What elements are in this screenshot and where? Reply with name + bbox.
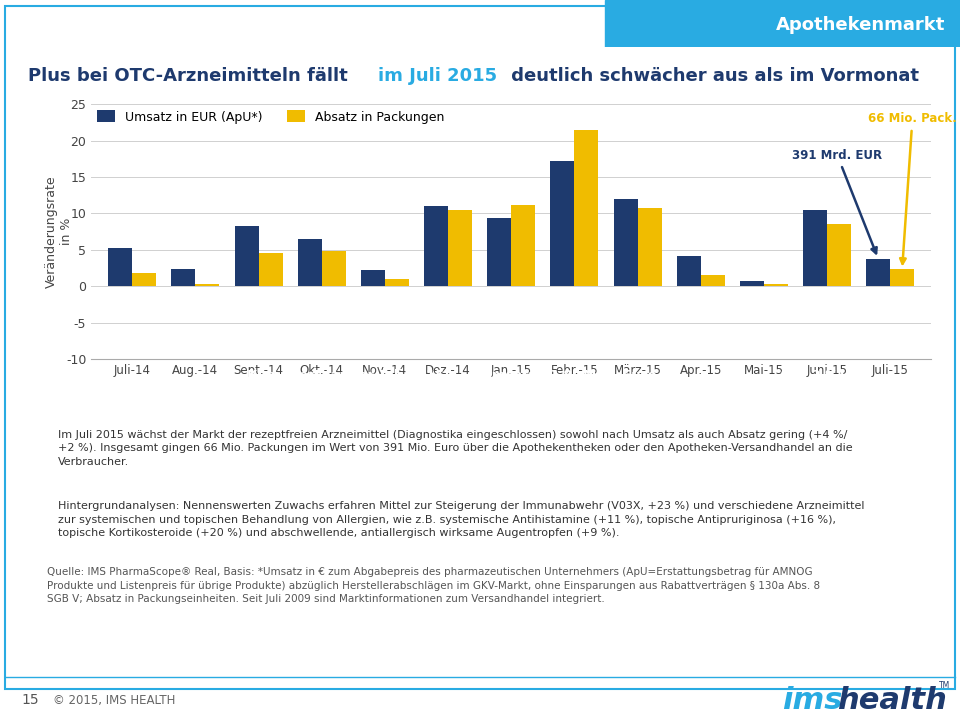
Bar: [487, 218, 511, 286]
Text: Absatz: Absatz: [482, 395, 533, 408]
Bar: [424, 206, 448, 286]
Text: TM: TM: [939, 681, 950, 690]
Text: Plus bei OTC-Arzneimitteln fällt: Plus bei OTC-Arzneimitteln fällt: [29, 67, 354, 85]
Bar: [574, 129, 598, 286]
Bar: [172, 269, 196, 286]
Text: 15: 15: [21, 694, 38, 707]
Text: © 2015, IMS HEALTH: © 2015, IMS HEALTH: [53, 694, 175, 707]
Bar: [196, 284, 220, 286]
Bar: [511, 205, 535, 286]
Bar: [322, 251, 346, 286]
Legend: Umsatz in EUR (ApU*), Absatz in Packungen: Umsatz in EUR (ApU*), Absatz in Packunge…: [98, 111, 444, 123]
Bar: [637, 208, 661, 286]
Bar: [550, 161, 574, 286]
Text: 496: 496: [549, 395, 577, 408]
Bar: [234, 225, 258, 286]
Bar: [361, 270, 385, 286]
Text: deutlich schwächer aus als im Vormonat: deutlich schwächer aus als im Vormonat: [505, 67, 920, 85]
Y-axis label: Veränderungsrate
in %: Veränderungsrate in %: [45, 175, 73, 288]
Text: Im Juli 2015 wächst der Markt der rezeptfreien Arzneimittel (Diagnostika eingesc: Im Juli 2015 wächst der Markt der rezept…: [58, 430, 852, 467]
Bar: [803, 210, 827, 286]
Text: Apothekenmarkt: Apothekenmarkt: [777, 16, 946, 34]
Text: Kumuliert Januar-Juli 2015:: Kumuliert Januar-Juli 2015:: [247, 368, 449, 381]
Bar: [866, 258, 890, 286]
Bar: [764, 284, 788, 286]
Bar: [108, 248, 132, 286]
Bar: [132, 273, 156, 286]
Bar: [827, 223, 851, 286]
Bar: [740, 281, 764, 286]
Text: 66 Mio. Pack.: 66 Mio. Pack.: [868, 112, 957, 264]
Text: Hintergrundanalysen: Nennenswerten Zuwachs erfahren Mittel zur Steigerung der Im: Hintergrundanalysen: Nennenswerten Zuwac…: [58, 501, 864, 538]
Bar: [605, 0, 960, 47]
Text: health: health: [837, 686, 947, 714]
Text: im Juli 2015: im Juli 2015: [378, 67, 497, 85]
Bar: [448, 210, 472, 286]
Text: Umsatz: Umsatz: [482, 368, 538, 381]
Bar: [677, 256, 701, 286]
Text: Mio. Packungen: Mio. Packungen: [583, 395, 702, 408]
Bar: [385, 279, 409, 286]
Bar: [701, 274, 725, 286]
Text: Mrd. Euro: Mrd. Euro: [583, 368, 657, 381]
Text: (+8,2 %): (+8,2 %): [780, 395, 845, 408]
Bar: [890, 269, 914, 286]
Bar: [258, 253, 282, 286]
Text: (+8,2 %): (+8,2 %): [780, 368, 845, 381]
Bar: [298, 239, 322, 286]
Text: Quelle: IMS PharmaScope® Real, Basis: *Umsatz in € zum Abgabepreis des pharmazeu: Quelle: IMS PharmaScope® Real, Basis: *U…: [47, 567, 821, 605]
Text: ims: ims: [782, 686, 843, 714]
Text: 391 Mrd. EUR: 391 Mrd. EUR: [792, 149, 882, 253]
Text: 2,8: 2,8: [549, 368, 572, 381]
Bar: [613, 199, 637, 286]
